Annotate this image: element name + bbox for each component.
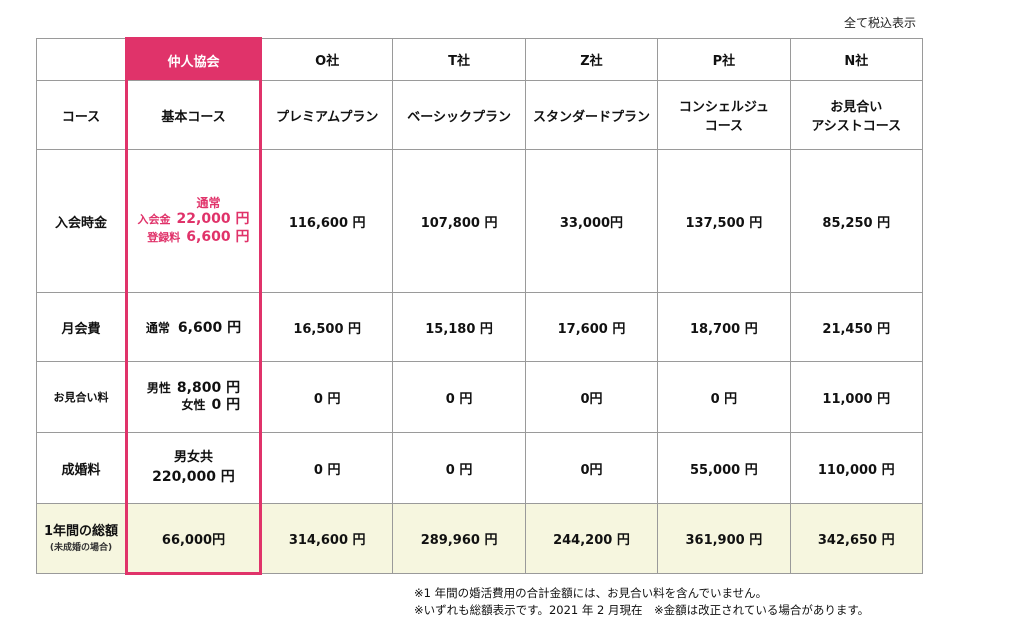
entry-tag: 通常: [196, 196, 221, 210]
meeting-fee-row: お見合い料 男性 8,800 円 女性 0 円 0 円 0 円 0円 0 円 11,…: [36, 361, 923, 433]
total-cell: 289,960 円: [392, 503, 526, 574]
footnote: ※1 年間の婚活費用の合計金額には、お見合い料を含んでいません。: [414, 586, 768, 600]
entry-fee1-label: 入会金: [137, 213, 171, 226]
meeting-male-value: 8,800 円: [176, 379, 241, 396]
header-empty-cell: [36, 38, 127, 81]
row-label: コース: [36, 80, 127, 150]
marriage-fee-cell: 110,000 円: [789, 432, 923, 504]
monthly-value: 6,600 円: [177, 320, 242, 336]
entry-fee2-value: 6,600 円: [186, 228, 250, 245]
row-label: 入会時金: [36, 149, 127, 293]
ours-entry-fee: 通常 入会金 22,000 円 登録料 6,600 円: [125, 149, 262, 293]
ours-course: 基本コース: [125, 80, 262, 150]
header-company: N社: [789, 38, 923, 81]
header-company: Z社: [524, 38, 659, 81]
monthly-fee-cell: 15,180 円: [392, 292, 526, 362]
ours-monthly-fee: 通常 6,600 円: [125, 292, 262, 362]
total-cell: 361,900 円: [657, 503, 791, 574]
course-cell: スタンダードプラン: [524, 80, 659, 150]
total-label: 1年間の総額: [43, 524, 119, 539]
course-cell: コンシェルジュ コース: [657, 80, 791, 150]
monthly-fee-cell: 16,500 円: [259, 292, 394, 362]
meeting-female: 女性 0 円: [147, 397, 240, 415]
meeting-female-value: 0 円: [211, 397, 241, 413]
monthly-fee-cell: 17,600 円: [524, 292, 659, 362]
entry-fee-cell: 107,800 円: [392, 149, 526, 293]
row-label: 成婚料: [36, 432, 127, 504]
monthly-fee-row: 月会費 通常 6,600 円 16,500 円 15,180 円 17,600 円…: [36, 292, 923, 362]
header-row: 仲人協会 O社 T社 Z社 P社 N社: [36, 37, 923, 81]
meeting-fee-cell: 0円: [524, 361, 659, 433]
course-cell: プレミアムプラン: [259, 80, 394, 150]
header-ours: 仲人協会: [125, 37, 262, 81]
meeting-female-label: 女性: [181, 398, 206, 412]
monthly-fee-cell: 21,450 円: [789, 292, 923, 362]
marriage-line1: 男女共: [173, 449, 213, 465]
ours-meeting-fee: 男性 8,800 円 女性 0 円: [125, 361, 262, 433]
course-row: コース 基本コース プレミアムプラン ベーシックプラン スタンダードプラン コン…: [36, 80, 923, 150]
total-cell: 244,200 円: [524, 503, 659, 574]
entry-fee1: 入会金 22,000 円: [138, 211, 250, 229]
marriage-line2: 220,000 円: [152, 469, 235, 486]
header-company: T社: [392, 38, 526, 81]
meeting-male-label: 男性: [146, 380, 171, 395]
marriage-fee-cell: 0 円: [392, 432, 526, 504]
ours-entry-block: 通常 入会金 22,000 円 登録料 6,600 円: [138, 196, 250, 246]
entry-fee-cell: 116,600 円: [259, 149, 394, 293]
marriage-fee-row: 成婚料 男女共 220,000 円 0 円 0 円 0円 55,000 円 11…: [36, 432, 923, 504]
total-sublabel: (未成婚の場合): [49, 542, 113, 553]
course-cell: お見合い アシストコース: [789, 80, 923, 150]
meeting-fee-cell: 0 円: [259, 361, 394, 433]
total-label-cell: 1年間の総額 (未成婚の場合): [36, 503, 127, 574]
comparison-table: 仲人協会 O社 T社 Z社 P社 N社 コース 基本コース プレミアムプラン ベ…: [36, 37, 923, 575]
entry-fee-cell: 137,500 円: [657, 149, 791, 293]
header-company: P社: [657, 38, 791, 81]
entry-fee1-value: 22,000 円: [176, 211, 250, 227]
meeting-fee-cell: 0 円: [657, 361, 791, 433]
footnote: ※いずれも総額表示です。2021 年 2 月現在 ※金額は改正されている場合があ…: [414, 603, 870, 617]
ours-total: 66,000円: [125, 503, 262, 575]
header-company: O社: [259, 38, 394, 81]
meeting-fee-cell: 11,000 円: [789, 361, 923, 433]
row-label: 月会費: [36, 292, 127, 362]
marriage-fee-cell: 0 円: [259, 432, 394, 504]
entry-fee-cell: 85,250 円: [789, 149, 923, 293]
footnotes: ※1 年間の婚活費用の合計金額には、お見合い料を含んでいません。 ※いずれも総額…: [414, 585, 869, 619]
annual-total-row: 1年間の総額 (未成婚の場合) 66,000円 314,600 円 289,96…: [36, 503, 923, 575]
course-cell: ベーシックプラン: [392, 80, 526, 150]
ours-marriage-fee: 男女共 220,000 円: [125, 432, 262, 504]
entry-fee-row: 入会時金 通常 入会金 22,000 円 登録料 6,600 円 116,600 円…: [36, 149, 923, 293]
total-cell: 342,650 円: [789, 503, 923, 574]
meeting-block: 男性 8,800 円 女性 0 円: [147, 380, 240, 415]
meeting-male: 男性 8,800 円: [147, 380, 240, 398]
tax-included-note: 全て税込表示: [843, 16, 916, 30]
entry-fee-cell: 33,000円: [524, 149, 659, 293]
marriage-fee-cell: 0円: [524, 432, 659, 504]
row-label: お見合い料: [36, 361, 127, 433]
total-cell: 314,600 円: [259, 503, 394, 574]
entry-fee2-label: 登録料: [147, 230, 181, 244]
meeting-fee-cell: 0 円: [392, 361, 526, 433]
monthly-fee-cell: 18,700 円: [657, 292, 791, 362]
marriage-fee-cell: 55,000 円: [657, 432, 791, 504]
monthly-tag: 通常: [145, 321, 170, 335]
entry-fee2: 登録料 6,600 円: [138, 228, 250, 247]
